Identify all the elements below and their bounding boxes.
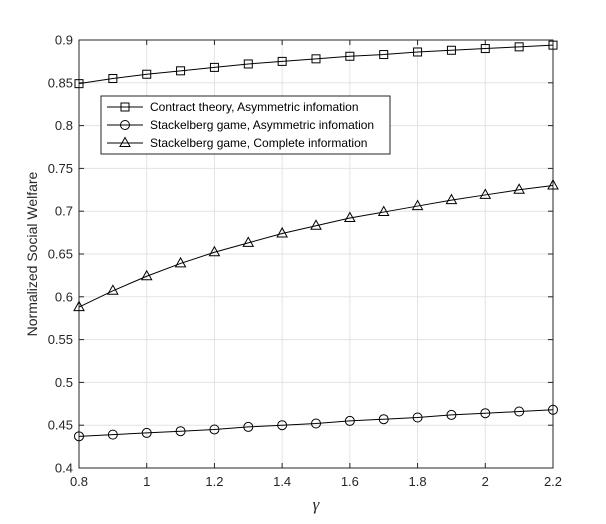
x-tick-label: 1.8 — [409, 474, 427, 489]
x-axis-label: γ — [313, 495, 321, 514]
data-point-square — [480, 44, 490, 54]
data-point-triangle — [242, 236, 255, 247]
data-point-circle — [175, 426, 186, 437]
data-point-circle — [209, 424, 220, 435]
legend-marker-triangle — [119, 136, 131, 147]
series-line-triangle — [78, 185, 554, 308]
data-point-square — [108, 74, 118, 84]
series-line-circle — [78, 409, 554, 437]
y-axis-label: Normalized Social Welfare — [24, 171, 40, 336]
y-tick-label: 0.45 — [48, 418, 73, 433]
data-point-triangle — [547, 178, 559, 190]
data-point-circle — [378, 414, 389, 425]
legend-item: Contract theory, Asymmetric infomation — [107, 100, 359, 114]
legend-marker-square — [120, 102, 130, 112]
data-point-circle — [480, 408, 491, 419]
y-tick-label: 0.4 — [55, 461, 73, 476]
y-tick-label: 0.75 — [48, 161, 73, 176]
data-point-triangle — [377, 205, 390, 217]
data-point-triangle — [411, 199, 424, 211]
data-point-circle — [548, 404, 558, 415]
legend-label: Stackelberg game, Asymmetric infomation — [150, 118, 374, 132]
y-tick-label: 0.55 — [48, 332, 73, 347]
x-tick-label: 1.2 — [205, 474, 223, 489]
y-tick-label: 0.6 — [55, 289, 73, 304]
x-tick-label: 1.4 — [273, 474, 291, 489]
data-point-triangle — [276, 226, 288, 238]
data-point-triangle — [479, 188, 492, 199]
data-point-circle — [446, 409, 457, 420]
legend-label: Stackelberg game, Complete information — [150, 136, 367, 150]
legend-item: Stackelberg game, Asymmetric infomation — [107, 118, 374, 132]
legend: Contract theory, Asymmetric infomation St… — [100, 95, 391, 155]
data-point-triangle — [445, 193, 458, 205]
legend-box — [100, 95, 391, 155]
y-tick-label: 0.85 — [48, 75, 73, 90]
data-point-triangle — [73, 300, 85, 312]
legend-marker-circle — [120, 120, 130, 130]
data-point-square — [446, 45, 456, 55]
data-point-square — [209, 62, 219, 72]
data-point-square — [345, 51, 355, 61]
data-point-square — [413, 47, 423, 57]
data-point-square — [176, 66, 186, 76]
data-point-circle — [277, 420, 288, 431]
x-tick-label: 1 — [143, 474, 150, 489]
x-tick-label: 2 — [482, 474, 489, 489]
data-point-square — [277, 56, 287, 66]
x-tick-label: 2.2 — [544, 474, 562, 489]
y-tick-label: 0.7 — [55, 204, 73, 219]
y-tick-label: 0.65 — [48, 247, 73, 262]
data-point-triangle — [310, 219, 322, 230]
data-point-circle — [141, 427, 152, 438]
axis-ticks: 0.8 1 1.2 1.4 1.6 1.8 2 2.2 0.4 0.45 0.5 0.55 0.6 0.6… — [48, 33, 562, 490]
data-point-circle — [74, 431, 84, 442]
data-point-circle — [107, 429, 118, 440]
data-point-square — [514, 42, 524, 52]
data-point-triangle — [344, 211, 356, 223]
data-point-square — [142, 69, 152, 79]
y-tick-label: 0.8 — [55, 118, 73, 133]
x-tick-label: 1.6 — [341, 474, 359, 489]
data-point-circle — [514, 406, 525, 417]
data-point-square — [379, 50, 389, 60]
data-point-circle — [311, 418, 321, 429]
data-point-triangle — [107, 284, 119, 295]
series-line-square — [78, 44, 554, 85]
data-point-triangle — [140, 269, 153, 281]
y-tick-label: 0.5 — [55, 375, 73, 390]
data-point-triangle — [208, 245, 221, 257]
data-point-square — [243, 59, 253, 69]
x-tick-label: 0.8 — [70, 474, 88, 489]
series-triangle — [73, 178, 559, 312]
y-tick-label: 0.9 — [55, 33, 73, 48]
data-series — [73, 40, 559, 442]
legend-item: Stackelberg game, Complete information — [107, 136, 367, 150]
data-point-circle — [412, 412, 423, 423]
data-point-triangle — [174, 256, 187, 268]
legend-label: Contract theory, Asymmetric infomation — [150, 100, 359, 114]
series-circle — [74, 404, 558, 442]
series-square — [74, 40, 558, 89]
data-point-square — [311, 54, 321, 64]
data-point-square — [74, 79, 84, 89]
data-point-circle — [344, 415, 355, 426]
data-point-triangle — [513, 183, 525, 194]
data-point-square — [548, 40, 558, 50]
data-point-circle — [243, 421, 254, 432]
